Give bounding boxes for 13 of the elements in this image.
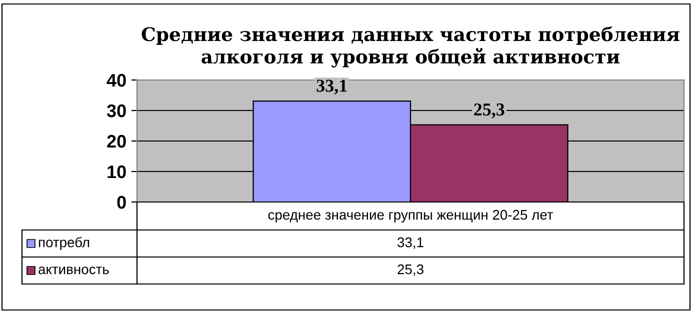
y-tick-label: 0 (117, 196, 126, 209)
legend-label: потребл (38, 236, 90, 250)
data-label: 33,1 (316, 80, 347, 94)
legend-label: активность (38, 266, 109, 274)
y-tick-label: 40 (106, 74, 126, 87)
chart-title: Средние значения данных частоты потребления алкоголя и уровня общей активности (142, 26, 680, 68)
text: 33,1 (398, 237, 424, 249)
y-tick-label: 30 (106, 104, 126, 118)
text: 25,3 (398, 264, 424, 276)
y-tick-label: 10 (108, 165, 126, 178)
y-tick-label: 20 (107, 134, 126, 148)
x-tick-label: среднее значение группы женщин 20-25 лет (268, 210, 554, 222)
data-label: 25,3 (474, 103, 504, 118)
